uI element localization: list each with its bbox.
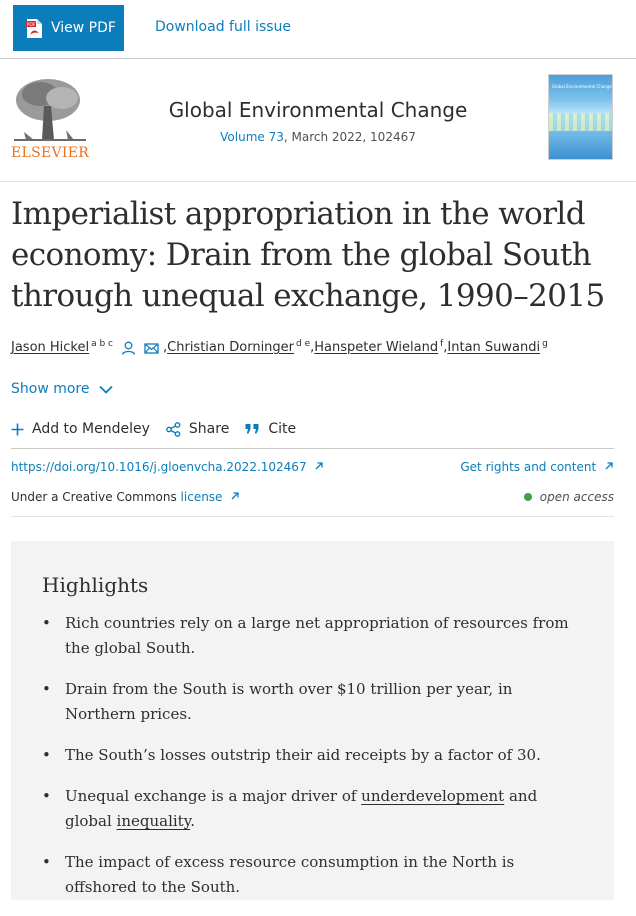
highlight-item: The impact of excess resource consumptio… — [42, 850, 582, 900]
add-to-mendeley-label: Add to Mendeley — [32, 421, 150, 437]
show-more-label: Show more — [11, 381, 90, 397]
author-link[interactable]: Intan Suwandi — [447, 340, 541, 355]
highlight-text: Unequal exchange is a major driver of — [65, 787, 362, 805]
elsevier-tree-logo[interactable] — [10, 76, 90, 161]
cite-label: Cite — [268, 421, 297, 437]
open-access-dot-icon — [523, 493, 532, 501]
highlight-text: and global — [65, 787, 538, 830]
issue-date: , March 2022, 102467 — [283, 130, 416, 144]
highlight-text: . — [190, 812, 195, 830]
author-affiliation[interactable]: f — [440, 338, 444, 349]
highlights-section: Highlights Rich countries rely on a larg… — [11, 541, 614, 900]
author-affiliation[interactable]: a b c — [91, 338, 114, 349]
share-label: Share — [188, 421, 230, 437]
doi-link-text: https://doi.org/10.1016/j.gloenvcha.2022… — [11, 460, 307, 474]
top-toolbar: PDF View PDF Download full issue — [0, 0, 636, 59]
cc-prefix: Under a Creative Commons — [11, 490, 181, 504]
quote-icon — [245, 424, 259, 434]
author-separator: , — [310, 340, 315, 355]
license-link[interactable]: license — [180, 490, 223, 504]
author-separator: , — [443, 340, 448, 355]
plus-icon — [11, 423, 24, 435]
volume-link[interactable]: Volume 73 — [220, 130, 284, 144]
view-pdf-button[interactable]: PDF View PDF — [13, 5, 124, 51]
add-to-mendeley-button[interactable]: Add to Mendeley — [11, 421, 150, 437]
get-rights-link[interactable]: Get rights and content — [460, 460, 614, 474]
email-icon[interactable] — [144, 341, 159, 355]
author-list: Jason Hickel a b c , Christian Dorninger d… — [11, 338, 548, 356]
chevron-down-icon — [98, 385, 113, 394]
show-more-button[interactable]: Show more — [11, 381, 113, 397]
inequality-link[interactable]: inequality — [116, 812, 191, 830]
author-link[interactable]: Jason Hickel — [11, 340, 90, 355]
open-access-badge: open access — [523, 490, 614, 504]
view-pdf-label: View PDF — [51, 20, 116, 36]
highlight-item: Drain from the South is worth over $10 t… — [42, 677, 582, 727]
underdevelopment-link[interactable]: underdevelopment — [361, 787, 505, 805]
get-rights-label: Get rights and content — [460, 460, 597, 474]
author-affiliation[interactable]: g — [542, 338, 548, 349]
pdf-icon-text: PDF — [27, 22, 36, 28]
creative-commons-notice: Under a Creative Commons license — [11, 490, 240, 504]
highlights-title: Highlights — [42, 573, 149, 597]
cite-button[interactable]: Cite — [245, 421, 296, 437]
highlights-list: Rich countries rely on a large net appro… — [42, 611, 582, 916]
journal-meta: Volume 73, March 2022, 102467 — [0, 130, 636, 144]
download-full-issue-link[interactable]: Download full issue — [155, 19, 292, 35]
cover-band — [549, 113, 612, 131]
article-actions: Add to Mendeley Share Cite — [11, 421, 614, 449]
author-affiliation[interactable]: d e — [296, 338, 311, 349]
journal-title[interactable]: Global Environmental Change — [168, 98, 468, 122]
external-link-icon — [315, 462, 324, 470]
license-row: Under a Creative Commons license open ac… — [11, 490, 614, 517]
journal-header: ELSEVIER Global Environmental Change Vol… — [0, 58, 636, 182]
author-separator: , — [163, 340, 168, 355]
highlight-item: Unequal exchange is a major driver of un… — [42, 784, 582, 834]
open-access-label: open access — [539, 490, 614, 504]
article-title: Imperialist appropriation in the world e… — [11, 196, 605, 314]
highlight-item: Rich countries rely on a large net appro… — [42, 611, 582, 661]
pdf-file-icon: PDF — [26, 18, 42, 38]
share-button[interactable]: Share — [166, 421, 229, 437]
person-icon[interactable] — [121, 341, 136, 355]
highlight-item: The South’s losses outstrip their aid re… — [42, 743, 582, 768]
journal-cover-image[interactable]: Global Environmental Change — [548, 74, 613, 160]
doi-link[interactable]: https://doi.org/10.1016/j.gloenvcha.2022… — [11, 460, 324, 474]
cover-title: Global Environmental Change — [552, 84, 612, 89]
share-icon — [166, 421, 181, 437]
elsevier-wordmark: ELSEVIER — [11, 145, 90, 161]
author-link[interactable]: Hanspeter Wieland — [314, 340, 439, 355]
author-link[interactable]: Christian Dorninger — [167, 340, 295, 355]
external-link-icon — [605, 462, 613, 470]
external-link-icon — [231, 492, 239, 500]
